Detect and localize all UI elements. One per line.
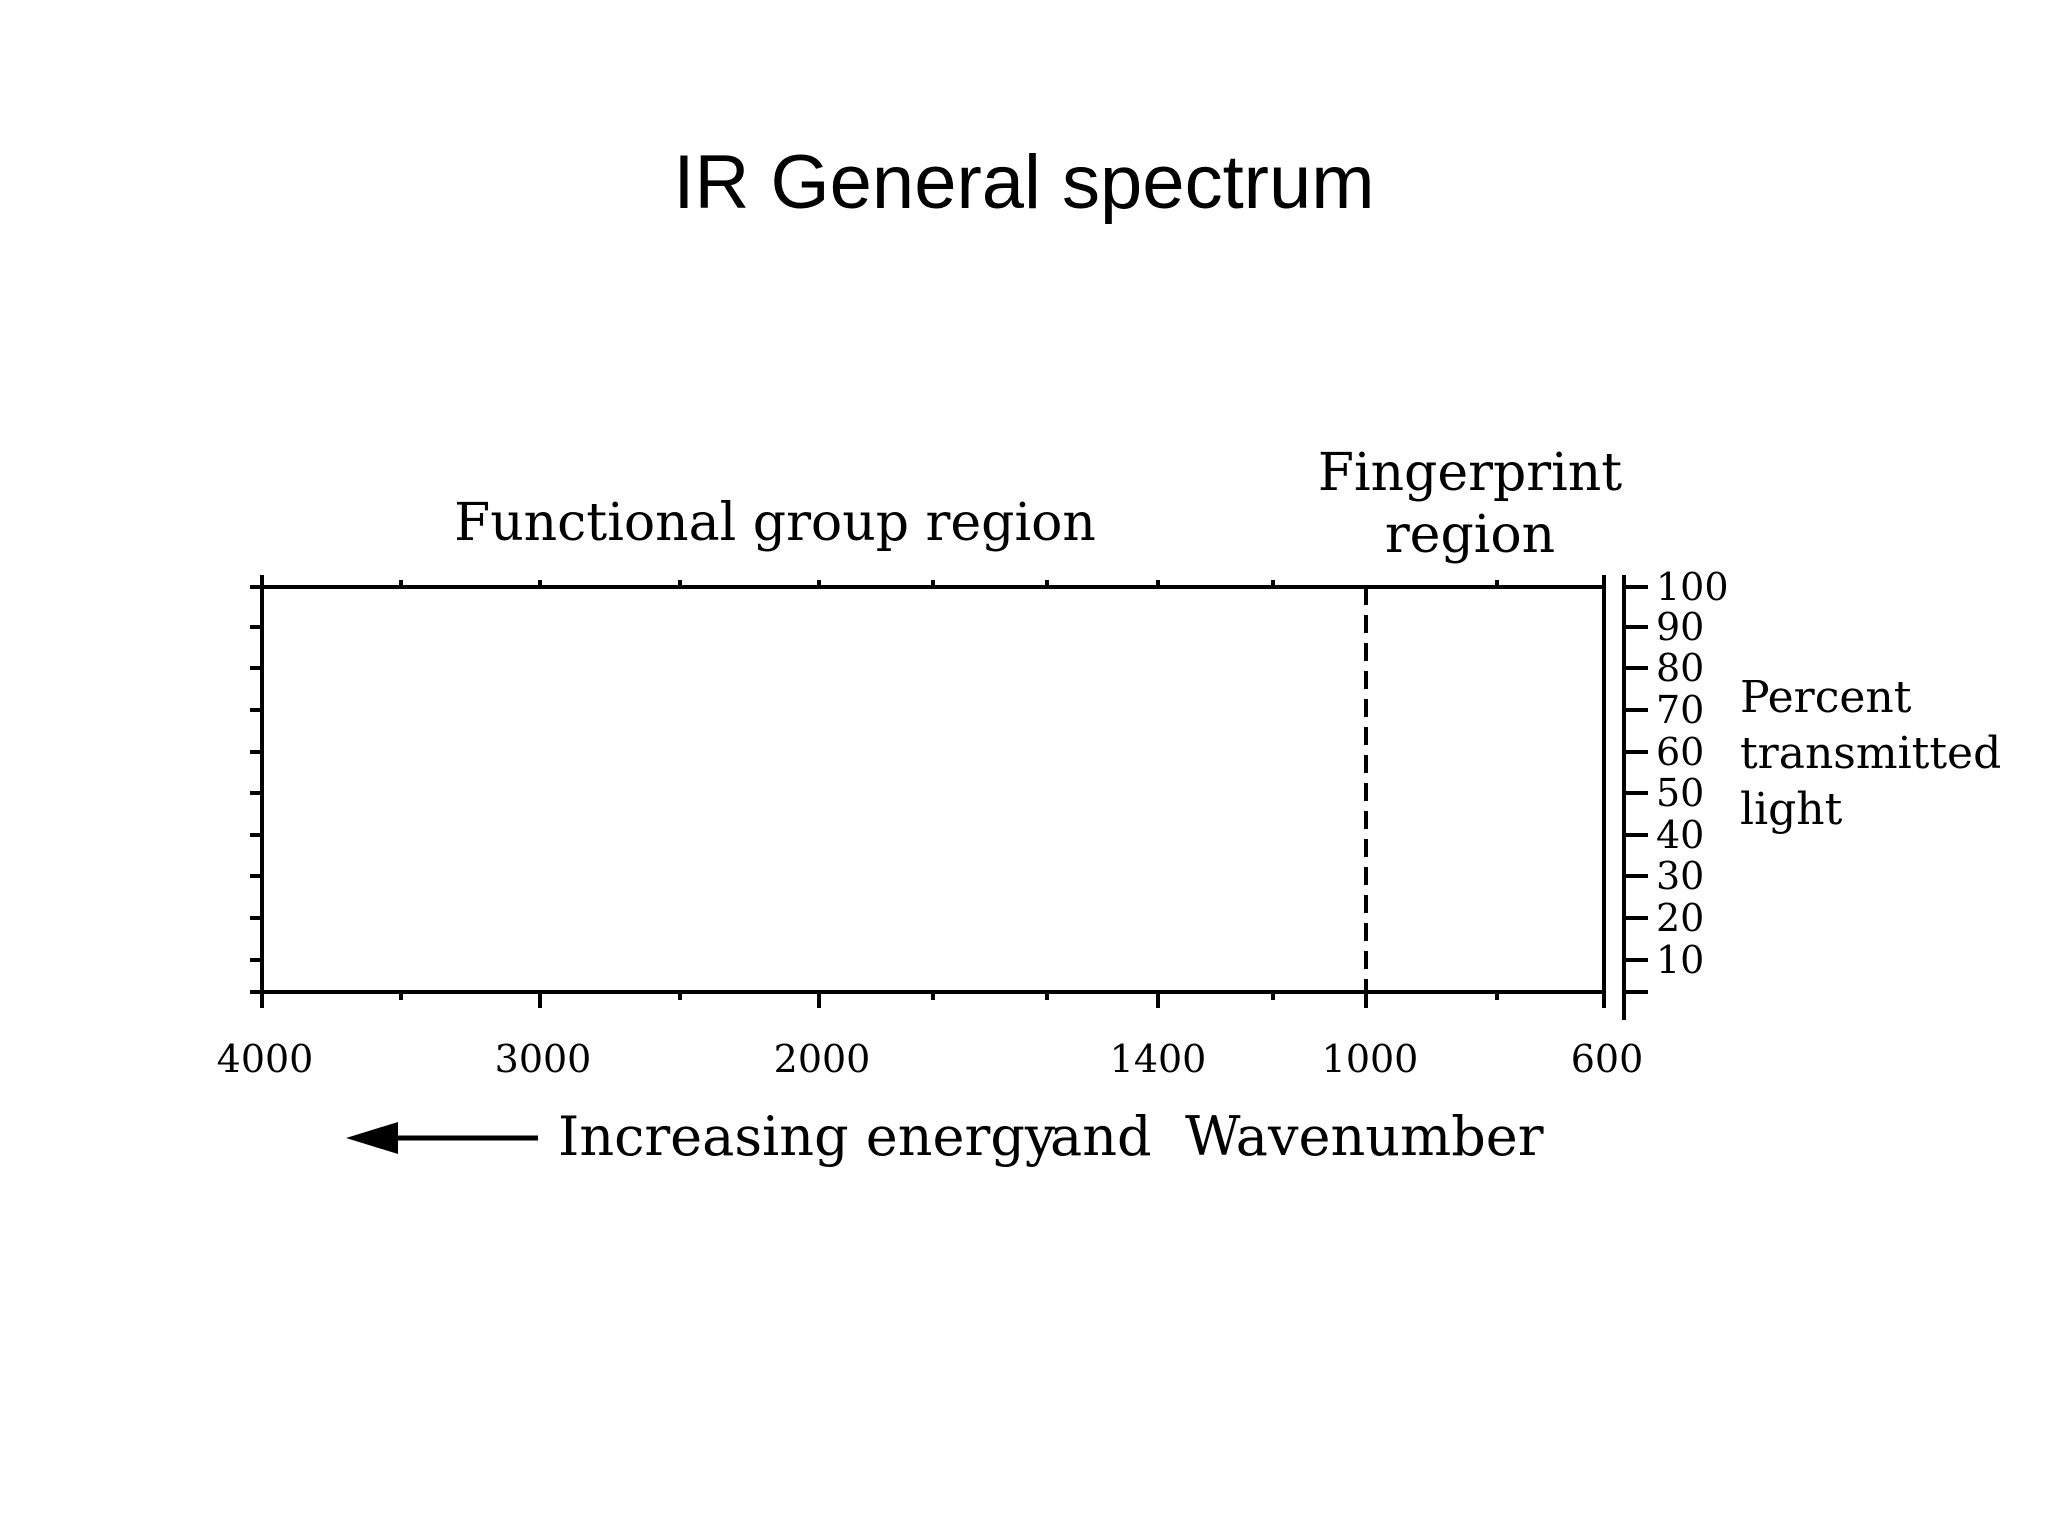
x-tick-label-2000: 2000 — [774, 1037, 871, 1081]
x-tick-label-600: 600 — [1571, 1037, 1644, 1081]
fingerprint-region-label-line1: Fingerprint — [1318, 443, 1622, 503]
y-axis-caption-line3: light — [1740, 784, 1843, 835]
y-tick-label-20: 20 — [1656, 896, 1704, 940]
y-tick-label-80: 80 — [1656, 646, 1704, 690]
right-axis-ticks — [1624, 585, 1648, 994]
x-axis-caption-wavenumber: Wavenumber — [1185, 1105, 1544, 1168]
x-axis-caption-and: and — [1050, 1105, 1152, 1168]
x-tick-label-1400: 1400 — [1110, 1037, 1207, 1081]
y-tick-label-10: 10 — [1656, 938, 1704, 982]
slide-title: IR General spectrum — [673, 140, 1375, 225]
y-axis-caption-line2: transmitted — [1740, 728, 2001, 779]
top-axis-ticks — [260, 575, 1606, 587]
functional-group-region-label: Functional group region — [454, 493, 1096, 553]
y-tick-label-60: 60 — [1656, 730, 1704, 774]
y-axis-caption-line1: Percent — [1740, 672, 1912, 723]
y-tick-label-100: 100 — [1656, 565, 1729, 609]
y-tick-label-30: 30 — [1656, 854, 1704, 898]
x-tick-label-3000: 3000 — [495, 1037, 592, 1081]
plot-frame — [260, 585, 1606, 994]
y-tick-label-50: 50 — [1656, 771, 1704, 815]
y-tick-label-70: 70 — [1656, 688, 1704, 732]
x-axis-caption-energy: Increasing energy — [558, 1105, 1056, 1168]
fingerprint-region-label-line2: region — [1385, 505, 1555, 565]
left-arrow-icon — [346, 1122, 538, 1154]
y-tick-label-90: 90 — [1656, 605, 1704, 649]
y-tick-label-40: 40 — [1656, 813, 1704, 857]
left-axis-ticks — [250, 585, 262, 994]
x-tick-label-4000: 4000 — [217, 1037, 314, 1081]
bottom-axis-ticks — [260, 992, 1606, 1008]
x-tick-label-1000: 1000 — [1322, 1037, 1419, 1081]
